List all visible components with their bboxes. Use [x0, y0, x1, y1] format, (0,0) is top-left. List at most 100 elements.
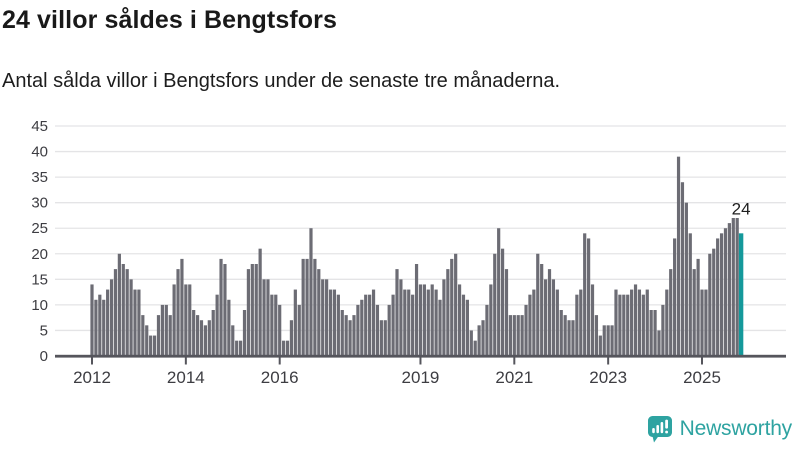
bar — [371, 289, 376, 356]
bar — [199, 320, 204, 356]
x-tick-label: 2019 — [402, 368, 440, 387]
y-tick-label: 35 — [31, 169, 48, 186]
bar — [618, 294, 622, 356]
x-axis-line — [55, 354, 786, 358]
bar — [590, 284, 595, 356]
bar — [117, 253, 121, 356]
bar — [266, 279, 270, 356]
bar — [246, 269, 251, 356]
x-tick-label: 2021 — [495, 368, 533, 387]
bar — [309, 228, 313, 356]
bar — [481, 320, 485, 356]
bar — [278, 304, 282, 356]
bar — [500, 248, 505, 356]
bar — [700, 289, 704, 356]
bar — [637, 289, 642, 356]
bar — [211, 310, 215, 356]
bar — [727, 223, 731, 356]
bar — [508, 315, 512, 356]
bar — [641, 294, 645, 356]
bar — [391, 294, 395, 356]
x-tick-label: 2014 — [167, 368, 205, 387]
bar — [731, 218, 735, 356]
bar — [360, 299, 364, 356]
bar — [594, 315, 599, 356]
bar — [680, 182, 685, 356]
bar — [176, 269, 180, 356]
bar — [344, 315, 348, 356]
bar — [254, 264, 258, 356]
bar — [676, 156, 681, 356]
bar — [610, 325, 614, 356]
y-tick-label: 5 — [40, 322, 48, 339]
bar — [735, 218, 739, 356]
bar — [262, 279, 266, 356]
bar — [719, 233, 724, 356]
bar — [231, 325, 235, 356]
bar — [708, 253, 712, 356]
bar — [704, 289, 708, 356]
x-tick-label: 2012 — [73, 368, 111, 387]
y-tick-label: 15 — [31, 271, 48, 288]
bar — [325, 279, 329, 356]
bar — [94, 299, 98, 356]
bar — [356, 304, 360, 356]
bar — [305, 258, 309, 356]
bar — [352, 315, 356, 356]
bar — [418, 284, 423, 356]
bar — [630, 289, 634, 356]
bar — [450, 258, 454, 356]
bar — [235, 340, 239, 356]
bar — [383, 320, 387, 356]
bar — [426, 289, 430, 356]
y-tick-label: 30 — [31, 195, 48, 212]
y-tick-label: 20 — [31, 246, 48, 263]
bar — [387, 304, 391, 356]
bar — [348, 320, 352, 356]
bar — [567, 320, 571, 356]
bar — [395, 269, 399, 356]
bar — [149, 335, 153, 356]
bar — [399, 279, 403, 356]
bar — [141, 315, 145, 356]
bar — [465, 299, 469, 356]
bar — [172, 284, 176, 356]
bar — [289, 320, 294, 356]
bar — [461, 294, 466, 356]
bar — [270, 294, 274, 356]
bar — [184, 284, 188, 356]
bar — [133, 289, 137, 356]
bar — [223, 264, 227, 356]
bar — [645, 289, 649, 356]
bar — [379, 320, 383, 356]
bar — [215, 294, 219, 356]
bar — [532, 289, 536, 356]
bar — [559, 310, 563, 356]
bar — [543, 279, 548, 356]
y-tick-label: 40 — [31, 144, 48, 161]
bar — [430, 284, 434, 356]
x-tick-label: 2023 — [589, 368, 627, 387]
brand-name: Newsworthy — [679, 417, 793, 440]
bar — [203, 325, 207, 356]
bar — [583, 233, 587, 356]
bar — [606, 325, 610, 356]
bar — [516, 315, 520, 356]
bar — [512, 315, 516, 356]
bar — [125, 269, 129, 356]
bar — [540, 264, 544, 356]
bar — [102, 299, 106, 356]
bar — [528, 294, 532, 356]
bar — [442, 279, 446, 356]
bar — [293, 289, 297, 356]
brand-footer: Newsworthy — [647, 415, 792, 443]
bar — [457, 284, 462, 356]
bar — [332, 289, 337, 356]
bar — [106, 289, 110, 356]
bar — [716, 238, 720, 356]
bar — [188, 284, 192, 356]
bar — [411, 294, 415, 356]
bar — [250, 264, 254, 356]
bar — [195, 315, 200, 356]
